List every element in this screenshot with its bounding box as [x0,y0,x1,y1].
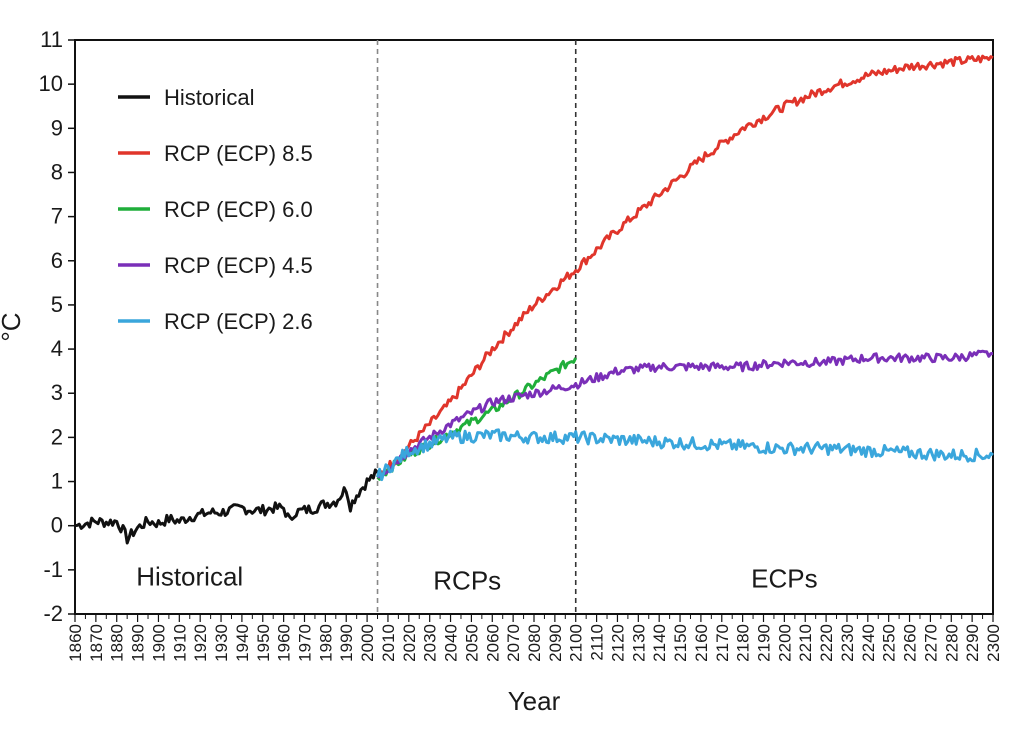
y-tick-label: 6 [51,248,63,273]
y-tick-label: 1 [51,469,63,494]
series-line [376,54,994,478]
x-tick-label: 1860 [66,624,85,662]
series-lines [74,54,994,545]
y-tick-label: 2 [51,424,63,449]
x-tick-label: 2080 [525,624,544,662]
divider-lines [376,40,577,614]
x-tick-label: 1930 [212,624,231,662]
x-tick-label: 1920 [191,624,210,662]
x-tick-label: 1950 [254,624,273,662]
x-tick-label: 1900 [149,624,168,662]
x-tick-label: 2200 [775,624,794,662]
y-tick-label: 9 [51,115,63,140]
y-tick-label: 10 [39,71,63,96]
x-tick-label: 2240 [859,624,878,662]
legend-label: RCP (ECP) 8.5 [164,141,313,166]
plot-area [74,39,994,615]
region-labels: Historical RCPs ECPs [136,561,817,595]
x-tick-label: 2290 [963,624,982,662]
x-tick-label: 2250 [880,624,899,662]
y-tick-label: -1 [43,557,63,582]
x-tick-label: 2060 [483,624,502,662]
x-tick-label: 2020 [400,624,419,662]
x-tick-label: 2120 [608,624,627,662]
x-tick-label: 1890 [129,624,148,662]
x-tick-label: 2050 [462,624,481,662]
legend-label: RCP (ECP) 2.6 [164,309,313,334]
x-tick-label: 1970 [296,624,315,662]
x-tick-label: 2090 [546,624,565,662]
x-tick-label: 2040 [442,624,461,662]
legend-label: Historical [164,85,254,110]
y-tick-label: 11 [40,27,63,52]
x-tick-label: 2300 [984,624,1003,662]
legend-label: RCP (ECP) 6.0 [164,197,313,222]
x-tick-label: 2220 [817,624,836,662]
y-axis-title: °C [0,312,26,341]
x-tick-label: 2150 [671,624,690,662]
x-tick-label: 2160 [692,624,711,662]
x-tick-label: 2210 [796,624,815,662]
y-tick-label: 0 [51,513,63,538]
region-label: RCPs [433,566,501,596]
x-tick-label: 2000 [358,624,377,662]
x-tick-label: 2270 [921,624,940,662]
legend: Historical RCP (ECP) 8.5 RCP (ECP) 6.0 RCP … [118,85,313,334]
y-tick-label: -2 [43,601,63,626]
x-tick-label: 2190 [755,624,774,662]
x-tick-label: 2170 [713,624,732,662]
x-tick-label: 1960 [275,624,294,662]
series-line [74,468,379,545]
x-tick-label: 2140 [650,624,669,662]
x-tick-label: 1880 [108,624,127,662]
x-tick-label: 2130 [629,624,648,662]
x-tick-label: 2070 [504,624,523,662]
x-tick-label: 1910 [170,624,189,662]
y-tick-label: 3 [51,380,63,405]
x-tick-label: 2100 [567,624,586,662]
x-tick-label: 2280 [942,624,961,662]
x-axis-title: Year [508,686,561,716]
x-tick-label: 2010 [379,624,398,662]
x-tick-label: 1990 [337,624,356,662]
series-line [376,428,994,482]
x-tick-label: 2030 [421,624,440,662]
y-tick-label: 8 [51,159,63,184]
x-tick-label: 2180 [734,624,753,662]
legend-label: RCP (ECP) 4.5 [164,253,313,278]
x-tick-label: 2110 [588,624,607,661]
x-tick-label: 2230 [838,624,857,662]
region-label: Historical [136,561,243,591]
y-tick-label: 5 [51,292,63,317]
y-tick-label: 7 [51,204,63,229]
series-line [377,349,994,479]
x-tick-label: 1940 [233,624,252,662]
x-tick-label: 1870 [87,624,106,662]
x-tick-label: 2260 [901,624,920,662]
x-tick-label: 1980 [316,624,335,662]
y-tick-label: 4 [51,336,63,361]
plot-frame [74,39,994,615]
region-label: ECPs [751,564,817,594]
